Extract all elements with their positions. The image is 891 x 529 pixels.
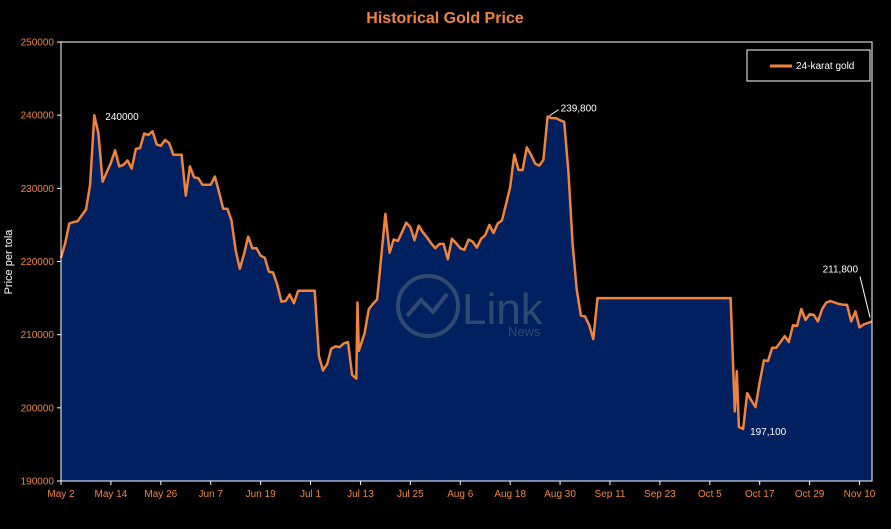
series-area-24-karat-gold bbox=[61, 115, 872, 481]
watermark-sub: News bbox=[508, 324, 541, 339]
x-tick-label: Jun 19 bbox=[246, 489, 276, 500]
x-tick-label: Aug 30 bbox=[544, 489, 576, 500]
annotation-239800: 239,800 bbox=[561, 104, 598, 115]
chart-title: Historical Gold Price bbox=[366, 10, 523, 27]
annotations: 240000 239,800 211,800 197,100 bbox=[105, 104, 871, 438]
x-tick-label: Sep 11 bbox=[595, 489, 626, 500]
y-tick-label: 220000 bbox=[21, 257, 55, 268]
watermark-brand: Link bbox=[462, 285, 544, 334]
legend: 24-karat gold bbox=[746, 49, 871, 82]
watermark-chart-icon bbox=[405, 292, 449, 318]
x-tick-label: Sep 23 bbox=[644, 489, 676, 500]
x-tick-label: Jul 13 bbox=[347, 489, 374, 500]
annotation-leader bbox=[859, 276, 871, 318]
x-tick-label: Nov 10 bbox=[844, 489, 876, 500]
y-tick-label: 250000 bbox=[21, 38, 55, 49]
watermark-logo-icon bbox=[396, 274, 460, 338]
series-line-24-karat-gold bbox=[59, 113, 873, 431]
x-tick-label: Oct 17 bbox=[745, 489, 775, 500]
x-tick-label: Oct 29 bbox=[795, 489, 825, 500]
x-tick-label: May 26 bbox=[144, 489, 177, 500]
annotation-240000: 240000 bbox=[105, 112, 139, 123]
y-tick-label: 200000 bbox=[21, 403, 55, 414]
y-tick-label: 210000 bbox=[21, 330, 55, 341]
annotation-leader bbox=[549, 109, 559, 117]
y-tick-label: 230000 bbox=[21, 184, 55, 195]
annotation-197100: 197,100 bbox=[750, 427, 787, 438]
y-axis-label: Price per tola bbox=[3, 229, 15, 295]
x-tick-label: Jun 7 bbox=[198, 489, 223, 500]
x-tick-label: Aug 18 bbox=[494, 489, 526, 500]
x-tick-label: Aug 6 bbox=[447, 489, 474, 500]
y-axis-ticks: 190000 200000 210000 220000 230000 240000 2500… bbox=[21, 38, 61, 488]
x-tick-label: Oct 5 bbox=[698, 489, 722, 500]
y-tick-label: 240000 bbox=[21, 111, 55, 122]
legend-entry-24-karat-gold: 24-karat gold bbox=[796, 61, 854, 72]
x-tick-label: May 2 bbox=[47, 489, 75, 500]
y-tick-label: 190000 bbox=[21, 477, 55, 488]
x-axis-ticks: May 2 May 14 May 26 Jun 7 Jun 19 Jul 1 Jul 13 J… bbox=[47, 481, 876, 500]
annotation-211800: 211,800 bbox=[823, 264, 859, 275]
x-tick-label: May 14 bbox=[95, 489, 128, 500]
x-tick-label: Jul 1 bbox=[300, 489, 322, 500]
x-tick-label: Jul 25 bbox=[397, 489, 424, 500]
legend-box bbox=[746, 49, 871, 82]
